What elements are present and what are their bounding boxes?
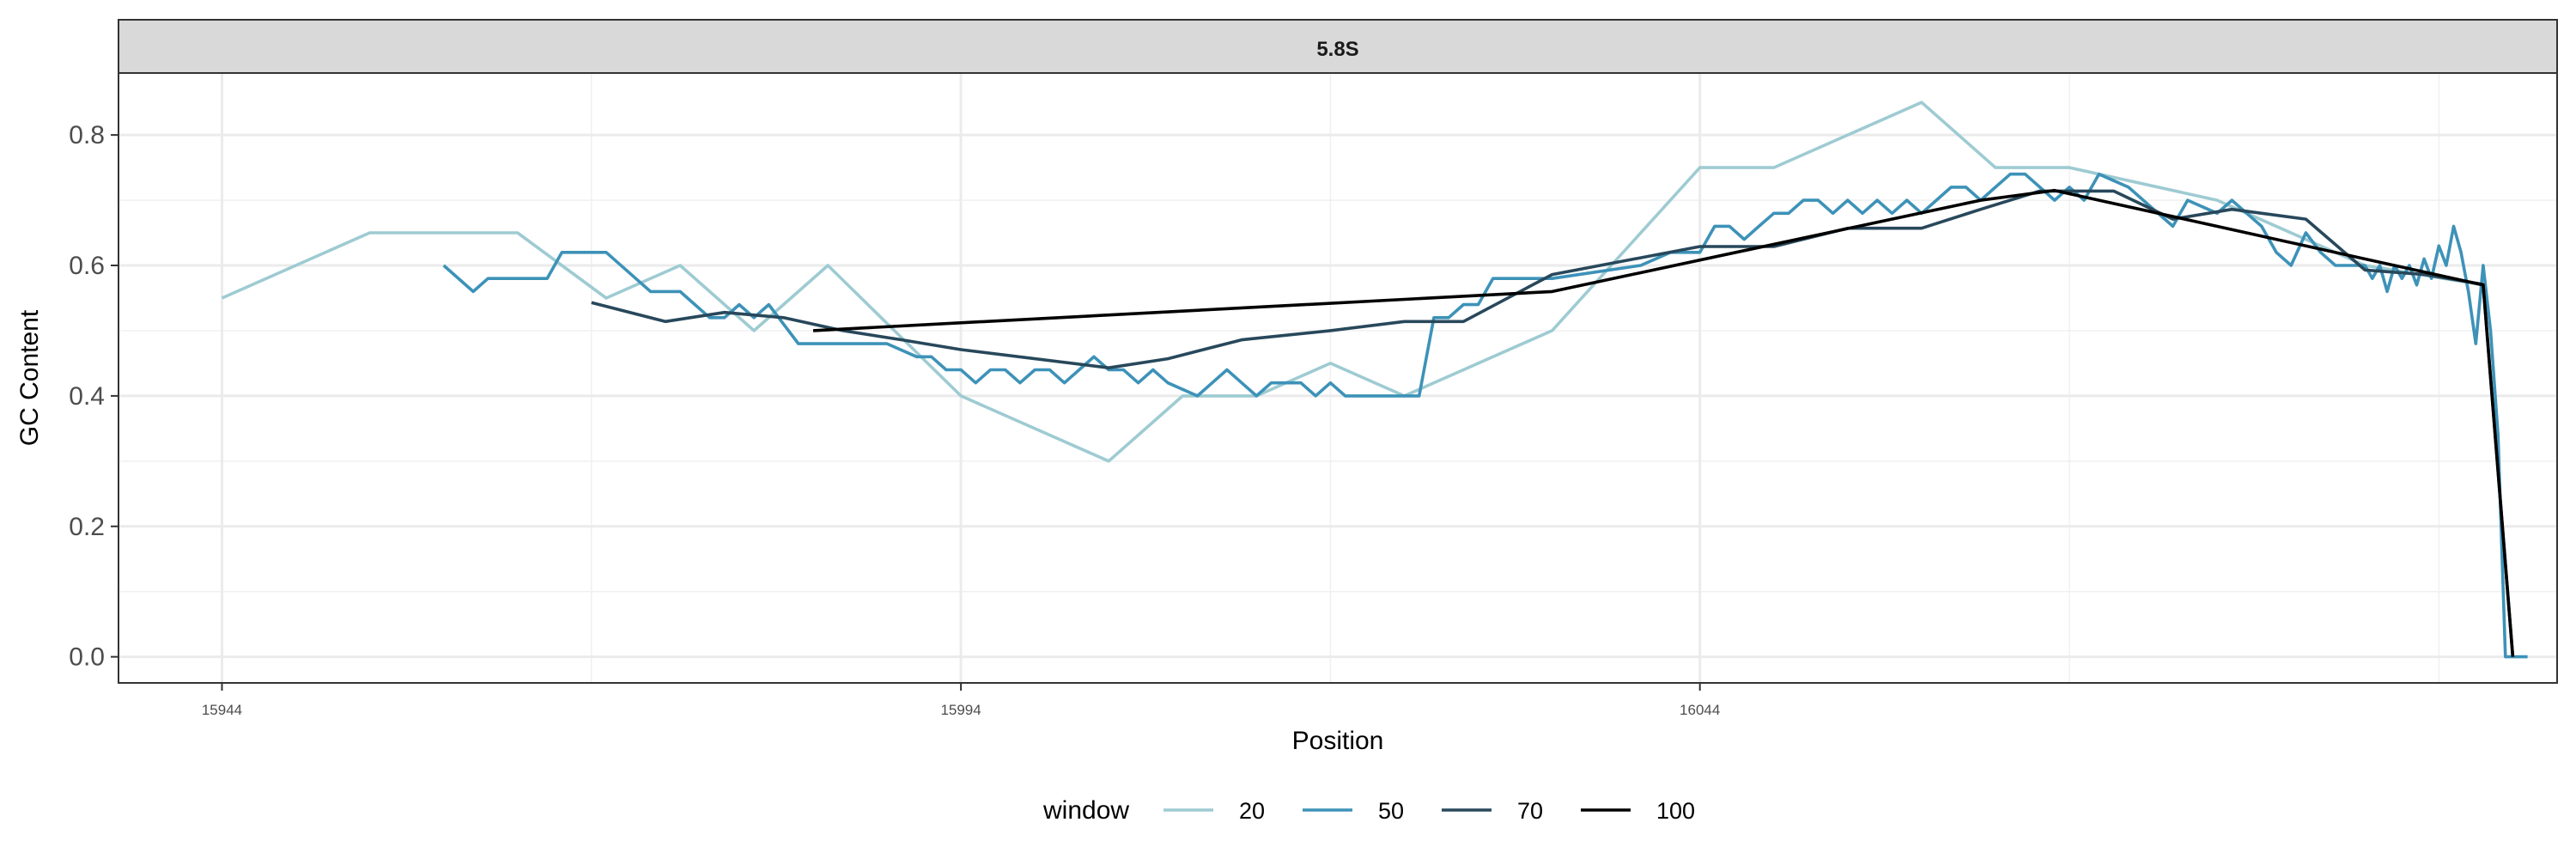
y-tick-label: 0.0 <box>69 643 105 672</box>
series-layer <box>221 101 2528 659</box>
series-line-70 <box>591 189 2515 657</box>
legend: window 20 50 70 100 <box>1042 796 1695 825</box>
panel-border <box>118 72 2558 684</box>
y-axis-title: GC Content <box>15 309 44 446</box>
legend-label-100: 100 <box>1656 798 1695 824</box>
x-axis: 15944 15994 16044 <box>202 683 1720 718</box>
legend-item-100: 100 <box>1581 798 1695 824</box>
y-tick-label: 0.4 <box>69 382 105 411</box>
x-tick-label: 15994 <box>940 702 981 718</box>
legend-title: window <box>1042 796 1129 825</box>
facet-title: 5.8S <box>1316 38 1358 61</box>
y-tick-label: 0.6 <box>69 252 105 280</box>
legend-label-20: 20 <box>1239 798 1265 824</box>
series-line-100 <box>812 188 2515 657</box>
y-tick-label: 0.8 <box>69 121 105 149</box>
series-line-20 <box>221 101 2484 463</box>
legend-item-20: 20 <box>1163 798 1265 824</box>
x-axis-title: Position <box>1292 727 1384 755</box>
y-axis: 0.0 0.2 0.4 0.6 0.8 <box>69 121 118 672</box>
y-tick-label: 0.2 <box>69 513 105 541</box>
legend-label-50: 50 <box>1378 798 1404 824</box>
plot-panel <box>118 73 2557 683</box>
legend-item-50: 50 <box>1303 798 1404 824</box>
x-tick-label: 15944 <box>202 702 242 718</box>
legend-item-70: 70 <box>1442 798 1543 824</box>
x-tick-label: 16044 <box>1680 702 1720 718</box>
gridlines <box>118 73 2557 683</box>
facet-strip <box>118 19 2558 74</box>
series-line-50 <box>442 172 2528 659</box>
legend-label-70: 70 <box>1517 798 1543 824</box>
